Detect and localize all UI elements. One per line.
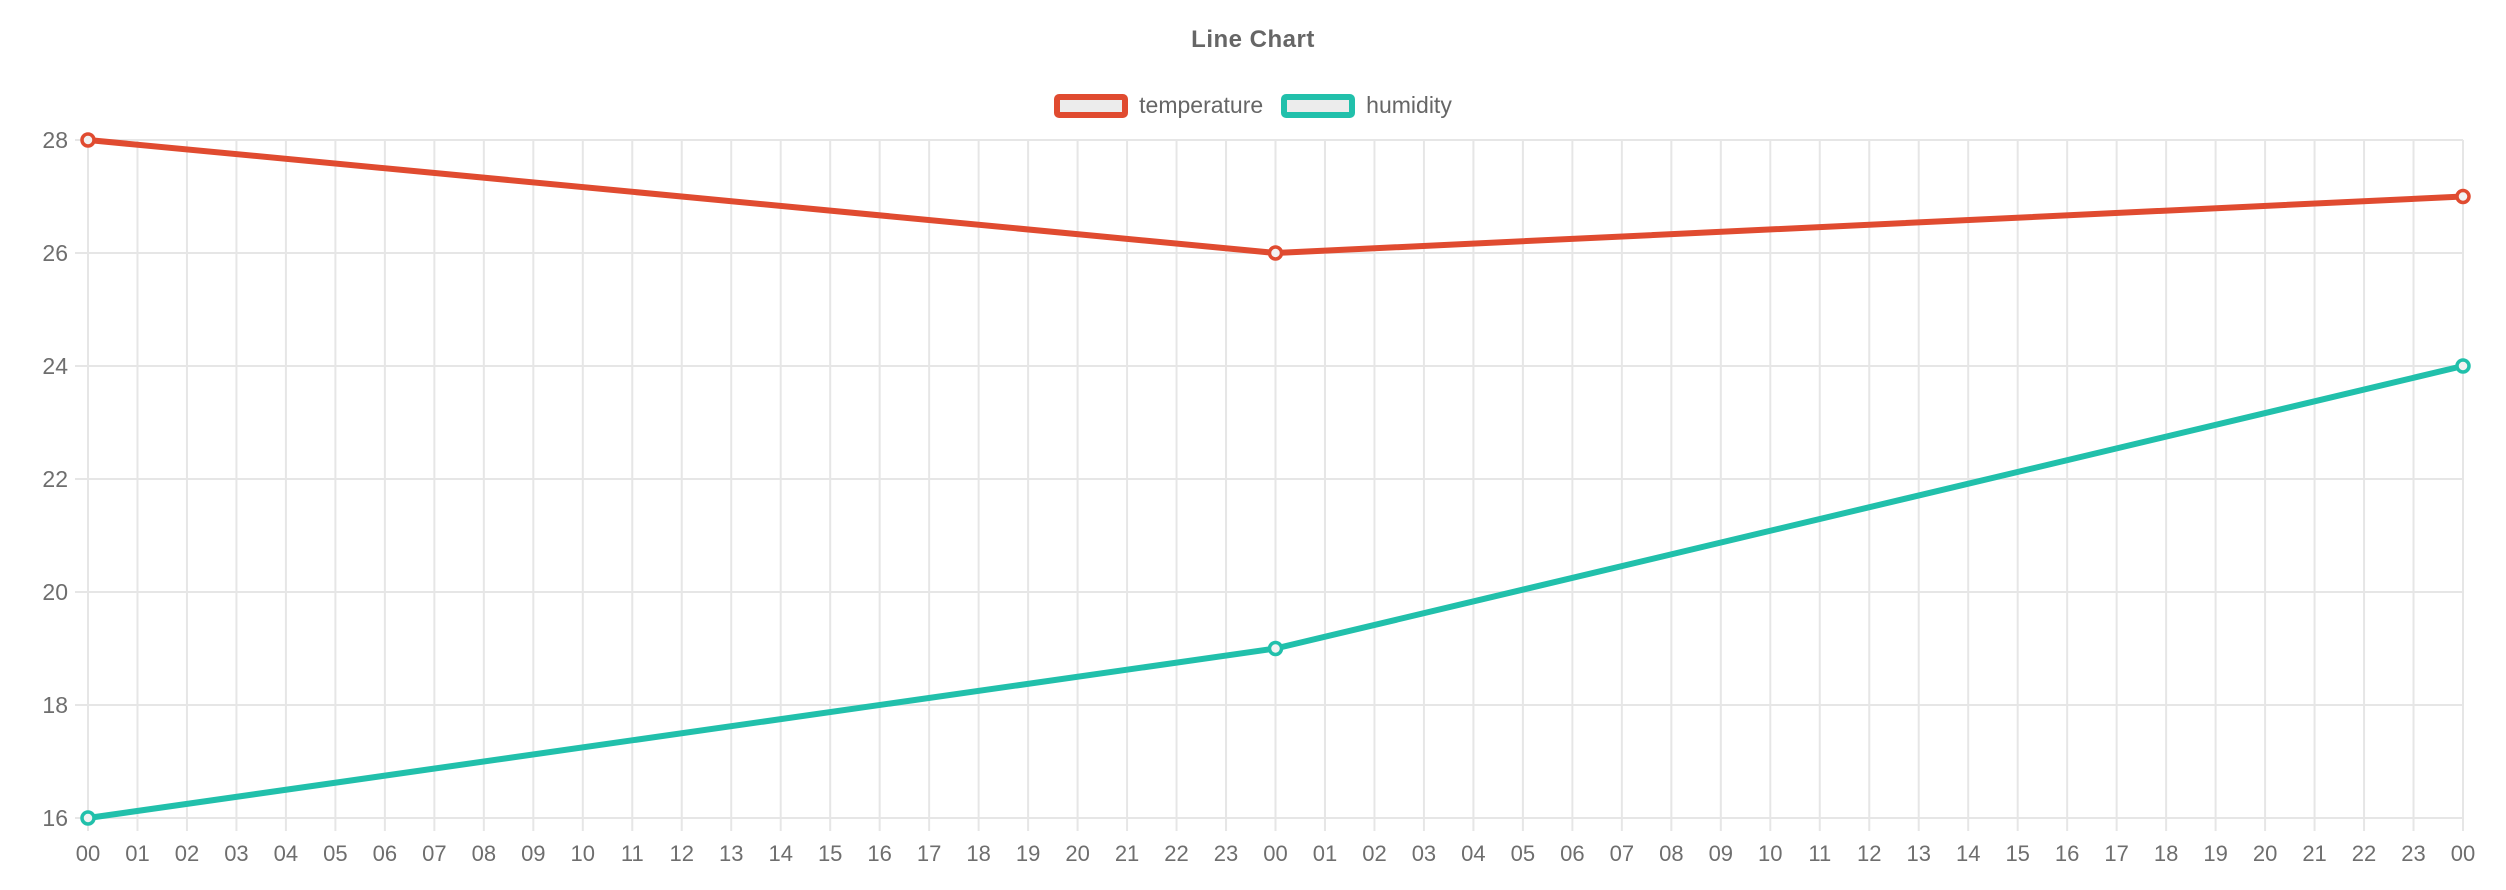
chart-title: Line Chart [1191,26,1315,53]
y-axis-tick-label: 20 [42,579,68,605]
humidity-series-swatch [1281,93,1356,118]
x-axis-tick-label: 07 [1610,841,1634,866]
x-axis-tick-label: 10 [1758,841,1782,866]
x-axis-tick-label: 15 [818,841,842,866]
y-axis-tick-label: 22 [42,466,68,492]
x-axis-tick-label: 09 [521,841,545,866]
x-axis-tick-label: 03 [1412,841,1436,866]
x-axis-tick-label: 14 [1956,841,1980,866]
legend-item-temperature[interactable]: temperature [1054,92,1263,119]
temperature-legend-label: temperature [1139,92,1264,118]
x-axis-tick-label: 16 [867,841,891,866]
x-axis-tick-label: 22 [2352,841,2376,866]
x-axis-tick-label: 20 [1065,841,1089,866]
x-axis-tick-label: 00 [76,841,100,866]
y-axis-tick-label: 16 [42,805,68,831]
x-axis-tick-label: 11 [621,841,644,866]
x-axis-tick-label: 09 [1709,841,1733,866]
x-axis-tick-label: 01 [1313,841,1337,866]
humidity-legend-label: humidity [1366,92,1452,118]
temperature-series-swatch [1054,93,1129,118]
x-axis-tick-label: 10 [571,841,595,866]
x-axis-tick-label: 03 [224,841,248,866]
x-axis-tick-label: 11 [1808,841,1831,866]
x-axis-tick-label: 05 [323,841,347,866]
y-axis-tick-label: 24 [42,353,68,379]
y-axis-tick-label: 18 [42,692,68,718]
x-axis-tick-label: 14 [768,841,792,866]
x-axis-tick-label: 01 [125,841,149,866]
x-axis-tick-label: 04 [1461,841,1485,866]
x-axis-tick-label: 02 [175,841,199,866]
x-axis-tick-label: 16 [2055,841,2079,866]
x-axis-tick-label: 18 [2154,841,2178,866]
temperature-point-marker[interactable] [2455,188,2471,205]
x-axis-tick-label: 12 [1857,841,1881,866]
x-axis-tick-label: 19 [1016,841,1040,866]
x-axis-tick-label: 04 [274,841,298,866]
x-axis-tick-label: 07 [422,841,446,866]
temperature-point-marker[interactable] [80,132,96,148]
y-axis-tick-label: 28 [42,127,68,153]
x-axis-tick-label: 20 [2253,841,2277,866]
x-axis-tick-label: 23 [1214,841,1238,866]
x-axis-tick-label: 12 [670,841,694,866]
x-axis-tick-label: 06 [373,841,397,866]
x-axis-tick-label: 13 [1906,841,1930,866]
x-axis-tick-label: 22 [1164,841,1188,866]
x-axis-tick-label: 06 [1560,841,1584,866]
x-axis-tick-label: 02 [1362,841,1386,866]
x-axis-tick-label: 00 [2451,841,2475,866]
x-axis-tick-label: 19 [2203,841,2227,866]
x-axis-tick-label: 21 [2302,841,2326,866]
x-axis-tick-label: 21 [1115,841,1139,866]
humidity-point-marker[interactable] [2455,358,2471,374]
x-axis-tick-label: 00 [1263,841,1287,866]
y-axis-tick-label: 26 [42,240,68,266]
humidity-point-marker[interactable] [1267,640,1284,657]
x-axis-tick-label: 13 [719,841,743,866]
x-axis-tick-label: 15 [2005,841,2029,866]
x-axis-tick-label: 23 [2401,841,2425,866]
x-axis-tick-label: 17 [2104,841,2128,866]
x-axis-tick-label: 08 [1659,841,1683,866]
chart-legend: temperature humidity [0,92,2506,119]
x-axis-tick-label: 05 [1511,841,1535,866]
humidity-point-marker[interactable] [80,810,96,826]
x-axis-tick-label: 18 [966,841,990,866]
x-axis-tick-label: 17 [917,841,941,866]
legend-item-humidity[interactable]: humidity [1281,92,1452,119]
x-axis-tick-label: 08 [472,841,496,866]
temperature-point-marker[interactable] [1267,245,1284,261]
